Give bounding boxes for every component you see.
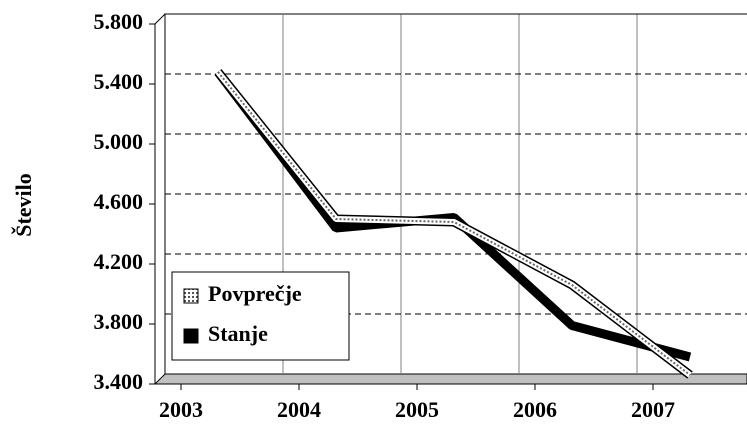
x-tick-label: 2003 — [159, 397, 203, 422]
legend-box — [171, 271, 350, 361]
y-tick-label: 4.600 — [94, 189, 144, 214]
axis-edge — [154, 13, 166, 25]
y-tick-label: 3.400 — [94, 369, 144, 394]
floor — [153, 373, 747, 385]
series-line-pattern — [217, 71, 691, 376]
y-tick-label: 3.800 — [94, 309, 144, 334]
y-tick-label: 5.000 — [94, 129, 144, 154]
x-tick-label: 2004 — [277, 397, 321, 422]
y-tick-label: 5.800 — [94, 9, 144, 34]
legend-label: Stanje — [208, 321, 268, 346]
legend-swatch — [183, 288, 199, 304]
y-tick-label: 5.400 — [94, 69, 144, 94]
legend-swatch — [183, 328, 199, 344]
x-tick-label: 2005 — [395, 397, 439, 422]
y-tick-label: 4.200 — [94, 249, 144, 274]
x-tick-label: 2006 — [513, 397, 557, 422]
x-tick-label: 2007 — [631, 397, 675, 422]
legend-label: Povprečje — [208, 281, 302, 306]
y-axis-title: Število — [11, 173, 36, 237]
